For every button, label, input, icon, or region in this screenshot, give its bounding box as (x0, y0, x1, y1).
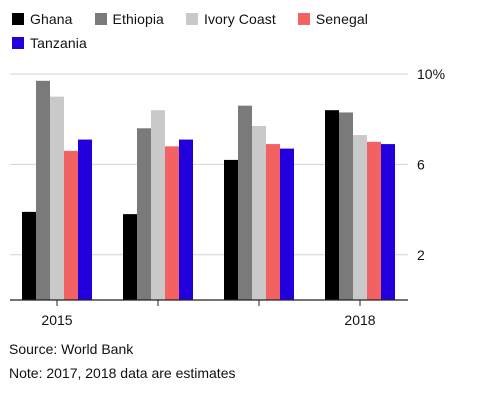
legend-label-tanzania: Tanzania (30, 35, 87, 51)
bar-tanzania-2016 (179, 139, 193, 300)
bar-ghana-2018 (325, 110, 339, 300)
bars (22, 80, 395, 300)
legend-swatch-ethiopia (94, 13, 107, 25)
source-note: Source: World Bank (9, 341, 134, 357)
bar-ivory-coast-2018 (353, 135, 367, 300)
bar-ivory-coast-2017 (252, 126, 266, 300)
legend-item-ethiopia: Ethiopia (94, 10, 164, 28)
bar-ethiopia-2016 (137, 128, 151, 300)
legend-swatch-ivory-coast (185, 13, 198, 25)
bar-tanzania-2017 (280, 148, 294, 300)
bar-senegal-2016 (165, 146, 179, 300)
y-tick-label-6: 6 (417, 156, 425, 172)
x-tick-label-2018: 2018 (344, 312, 375, 328)
bar-ethiopia-2018 (339, 112, 353, 300)
legend-swatch-senegal (297, 13, 310, 25)
legend-label-ivory-coast: Ivory Coast (203, 11, 276, 27)
y-tick-label-2: 2 (417, 247, 425, 263)
estimates-note: Note: 2017, 2018 data are estimates (9, 365, 236, 381)
legend-item-ivory-coast: Ivory Coast (185, 10, 276, 28)
bar-tanzania-2018 (381, 144, 395, 300)
bar-ethiopia-2017 (238, 105, 252, 300)
legend-item-ghana: Ghana (12, 10, 73, 28)
legend-label-ethiopia: Ethiopia (112, 11, 164, 27)
legend-label-senegal: Senegal (315, 11, 368, 27)
bar-ghana-2016 (123, 214, 137, 300)
bar-ivory-coast-2016 (151, 110, 165, 300)
bar-ivory-coast-2015 (50, 96, 64, 300)
bar-ethiopia-2015 (36, 80, 50, 300)
bar-ghana-2017 (224, 159, 238, 300)
bar-ghana-2015 (22, 211, 36, 300)
bar-senegal-2015 (64, 150, 78, 300)
legend-swatch-ghana (12, 13, 24, 25)
legend-item-tanzania: Tanzania (12, 34, 87, 52)
bar-senegal-2018 (367, 141, 381, 300)
y-tick-label-10: 10% (417, 66, 445, 82)
x-tick-label-2015: 2015 (41, 312, 72, 328)
legend-swatch-tanzania (12, 37, 24, 49)
bar-senegal-2017 (266, 144, 280, 300)
axes: 2 6 10% 2015 2018 (10, 66, 445, 328)
bar-tanzania-2015 (78, 139, 92, 300)
legend-item-senegal: Senegal (297, 10, 368, 28)
legend-label-ghana: Ghana (30, 11, 73, 27)
legend: Ghana Ethiopia Ivory Coast Senegal Tanzania (12, 10, 472, 52)
